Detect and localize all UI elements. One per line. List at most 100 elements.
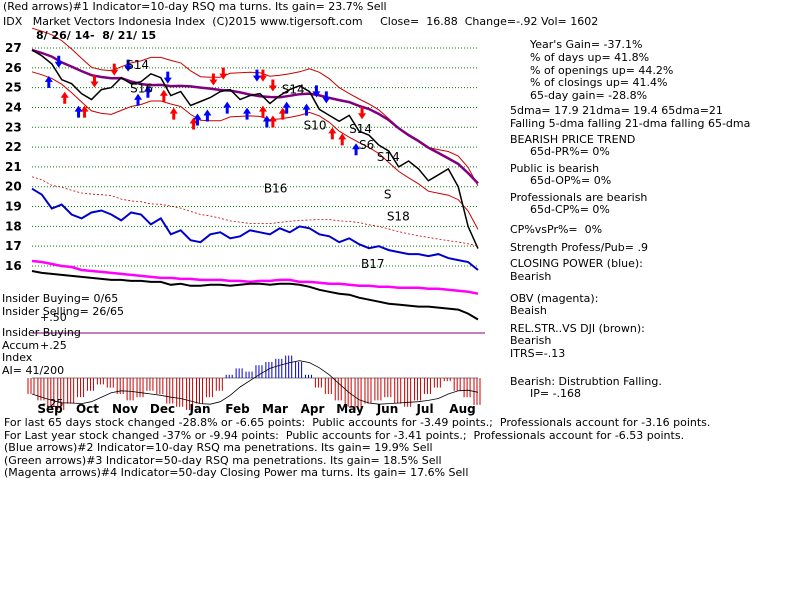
signal-label: S14 <box>282 83 305 97</box>
arrow-up-icon <box>268 115 277 128</box>
arrow-up-icon <box>189 117 198 130</box>
y-tick-label: 26 <box>5 61 22 75</box>
closing-power-ma-line <box>31 176 479 247</box>
stat-cp-vs-pr: CP%vsPr%= 0% <box>510 223 603 236</box>
stat-price-trend: BEARISH PRICE TREND <box>510 133 636 146</box>
arrow-up-icon <box>352 143 361 156</box>
arrow-up-icon <box>328 127 337 140</box>
arrow-down-icon <box>54 55 63 68</box>
accum-ma-line <box>31 360 479 405</box>
stat-closing-power-value: Bearish <box>510 270 552 283</box>
footer-65day: For last 65 days stock changed -28.8% or… <box>4 416 711 429</box>
arrow-down-icon <box>163 71 172 84</box>
signal-label: S14 <box>377 150 400 164</box>
month-label: Jan <box>188 402 210 416</box>
insider-buying-count: Insider Buying= 0/65 <box>2 292 119 305</box>
footer-year: For Last year stock changed -37% or -9.9… <box>4 429 685 442</box>
month-label: Nov <box>112 402 138 416</box>
date-range: 8/ 26/ 14- 8/ 21/ 15 <box>36 29 157 42</box>
y-tick-label: 17 <box>5 239 22 253</box>
arrow-down-icon <box>219 67 228 80</box>
stat-ma-values: 5dma= 17.9 21dma= 19.4 65dma=21 <box>510 104 723 117</box>
stat-obv-label: OBV (magenta): <box>510 292 599 305</box>
arrow-up-icon <box>169 107 178 120</box>
signal-label: S18 <box>387 209 410 223</box>
arrow-up-icon <box>44 75 53 88</box>
month-label: Oct <box>76 402 99 416</box>
stat-itrs: ITRS=-.13 <box>510 347 566 360</box>
arrow-down-icon <box>312 85 321 98</box>
stat-65day-gain: 65-day gain= -28.8% <box>530 89 648 102</box>
signal-label: S14 <box>126 58 149 72</box>
signal-label: S <box>384 188 392 202</box>
stat-professionals: Professionals are bearish <box>510 191 648 204</box>
accum-tick-plus25: +.25 <box>40 339 67 352</box>
arrow-up-icon <box>143 85 152 98</box>
closing-power-line <box>31 187 479 271</box>
arrow-up-icon <box>258 105 267 118</box>
footer-magenta-arrows: (Magenta arrows)#4 Indicator=50-day Clos… <box>4 466 469 479</box>
month-label: May <box>336 402 364 416</box>
y-tick-label: 18 <box>5 219 22 233</box>
stat-cp-pct: 65d-CP%= 0% <box>530 203 610 216</box>
arrow-down-icon <box>110 63 119 76</box>
month-label: Jun <box>376 402 399 416</box>
stat-days-up: % of days up= 41.8% <box>530 51 650 64</box>
arrow-down-icon <box>124 59 133 72</box>
stat-relstr-label: REL.STR..VS DJI (brown): <box>510 322 645 335</box>
lower-band-line <box>31 71 479 230</box>
stat-closing-power-label: CLOSING POWER (blue): <box>510 257 643 270</box>
arrow-down-icon <box>322 91 331 104</box>
arrow-up-icon <box>134 93 143 106</box>
arrow-up-icon <box>159 89 168 102</box>
arrow-down-icon <box>90 75 99 88</box>
y-tick-label: 20 <box>5 180 22 194</box>
y-tick-label: 19 <box>5 200 22 214</box>
stat-strength: Strength Profess/Pub= .9 <box>510 241 648 254</box>
month-label: Apr <box>301 402 325 416</box>
accum-label: Accum <box>2 339 40 352</box>
month-label: Aug <box>449 402 475 416</box>
stat-op-pct: 65d-OP%= 0% <box>530 174 612 187</box>
signal-label: S16 <box>130 82 153 96</box>
arrow-up-icon <box>203 109 212 122</box>
arrow-up-icon <box>223 101 232 114</box>
arrow-up-icon <box>193 113 202 126</box>
arrow-up-icon <box>278 107 287 120</box>
y-tick-label: 27 <box>5 41 22 55</box>
arrow-down-icon <box>252 69 261 82</box>
stat-closings-up: % of closings up= 41.4% <box>530 76 668 89</box>
month-label: Sep <box>37 402 63 416</box>
ai-label: AI= 41/200 <box>2 364 65 377</box>
y-tick-label: 23 <box>5 120 22 134</box>
accum-tick-minus25: -.25 <box>42 397 64 410</box>
month-label: Mar <box>262 402 288 416</box>
arrow-up-icon <box>302 103 311 116</box>
arrow-up-icon <box>74 105 83 118</box>
arrow-up-icon <box>243 107 252 120</box>
arrow-up-icon <box>60 91 69 104</box>
accum-tick-plus50: +.50 <box>40 311 67 324</box>
arrow-down-icon <box>358 107 367 120</box>
arrow-up-icon <box>338 133 347 146</box>
stat-public: Public is bearish <box>510 162 600 175</box>
obv-line <box>31 259 479 295</box>
month-label: Feb <box>225 402 250 416</box>
footer-blue-arrows: (Blue arrows)#2 Indicator=10-day RSQ ma … <box>4 441 433 454</box>
stat-relstr-value: Bearish <box>510 334 552 347</box>
signal-label: B17 <box>361 257 385 271</box>
arrow-up-icon <box>262 115 271 128</box>
stat-openings-up: % of openings up= 44.2% <box>530 64 674 77</box>
y-tick-label: 22 <box>5 140 22 154</box>
signal-label: S14 <box>349 122 372 136</box>
stat-ip: IP= -.168 <box>530 387 582 400</box>
arrow-up-icon <box>282 101 291 114</box>
signal-label: S6 <box>359 138 374 152</box>
y-tick-label: 24 <box>5 100 22 114</box>
rel-str-line <box>31 270 479 321</box>
stat-years-gain: Year's Gain= -37.1% <box>530 38 643 51</box>
arrow-down-icon <box>268 79 277 92</box>
signal-label: B16 <box>264 182 288 196</box>
y-tick-label: 16 <box>5 259 22 273</box>
